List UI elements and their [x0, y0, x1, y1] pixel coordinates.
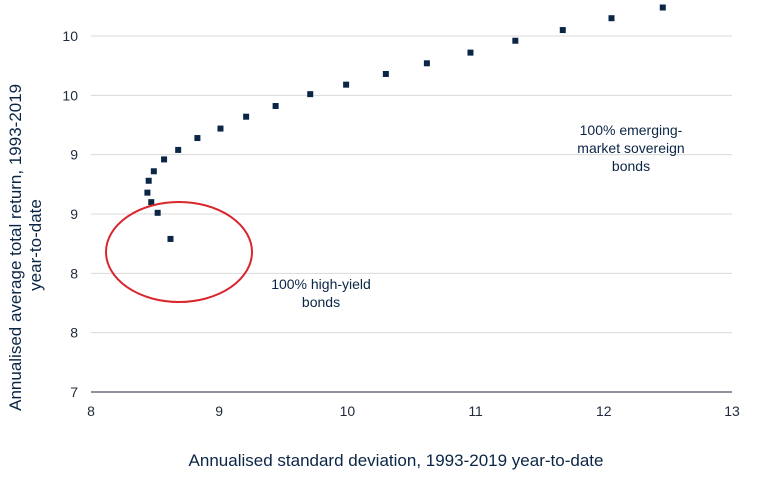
data-point	[161, 156, 168, 163]
data-point	[659, 4, 666, 11]
data-point	[150, 168, 157, 175]
annotation: 100% emerging-market sovereign bonds	[577, 122, 684, 174]
y-tick-label: 7	[70, 384, 78, 400]
x-tick-label: 13	[724, 403, 740, 419]
y-tick-label: 8	[70, 265, 78, 281]
y-axis-title-line-2: year-to-date	[26, 199, 45, 291]
data-point	[148, 199, 155, 206]
data-point	[145, 177, 152, 184]
annotation-line: 100% emerging-	[580, 122, 683, 138]
y-axis-title-line-1: Annualised average total return, 1993-20…	[6, 84, 25, 411]
x-tick-label: 12	[596, 403, 612, 419]
data-point	[144, 189, 151, 196]
y-tick-label: 8	[70, 325, 78, 341]
x-tick-label: 10	[340, 403, 356, 419]
high-yield-highlight-ellipse	[105, 201, 253, 303]
x-tick-label: 9	[215, 403, 223, 419]
data-point	[194, 135, 201, 142]
data-point	[382, 70, 389, 77]
y-tick-label: 9	[70, 206, 78, 222]
data-point	[608, 15, 615, 22]
data-point	[154, 209, 161, 216]
data-point	[343, 81, 350, 88]
annotation-line: market sovereign	[577, 140, 684, 156]
y-tick-label: 10	[62, 87, 78, 103]
y-tick-label: 10	[62, 28, 78, 44]
y-axis-title: Annualised average total return, 1993-20…	[6, 79, 45, 411]
data-point	[423, 60, 430, 67]
annotation: 100% high-yield bonds	[271, 276, 371, 310]
x-tick-label: 11	[468, 403, 483, 419]
x-axis-ticks: 8 9 10 11 12 13	[87, 403, 740, 419]
x-axis-title: Annualised standard deviation, 1993-2019…	[189, 451, 604, 470]
data-points	[144, 4, 666, 242]
data-point	[272, 103, 279, 110]
y-axis-ticks: 7 8 8 9 9 10 10	[62, 28, 78, 400]
annotation-line: bonds	[612, 158, 650, 174]
annotation-line: bonds	[302, 294, 340, 310]
x-tick-label: 8	[87, 403, 95, 419]
data-point	[307, 91, 314, 98]
data-point	[217, 125, 224, 132]
y-tick-label: 9	[70, 147, 78, 163]
data-point	[167, 235, 174, 242]
data-point	[467, 49, 474, 56]
data-point	[512, 37, 519, 44]
data-point	[243, 113, 250, 120]
data-point	[559, 27, 566, 34]
data-point	[175, 146, 182, 153]
annotation-line: 100% high-yield	[271, 276, 371, 292]
gridlines	[91, 35, 732, 334]
